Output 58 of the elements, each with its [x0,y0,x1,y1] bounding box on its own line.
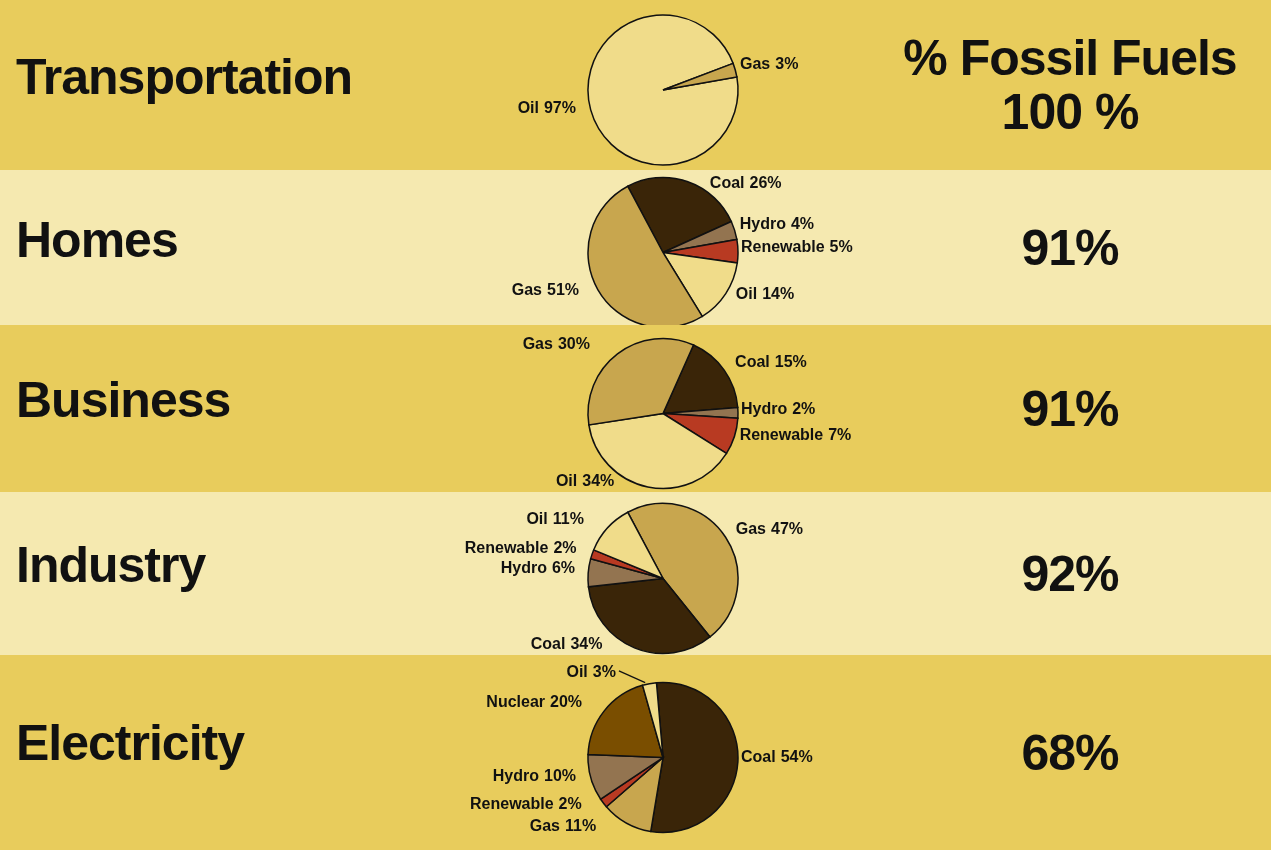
data-label: 51% [547,280,580,298]
slice-label: Coal [530,634,566,652]
text: Transportation [16,47,353,107]
slice-label: Oil [526,509,548,527]
slice-label: Coal [735,352,770,370]
data-label: 3% [592,662,616,680]
slice-label: Oil [735,284,758,302]
text: 91% [1021,380,1119,437]
text: 68% [1021,724,1119,781]
data-label: 30% [557,334,590,352]
slice-label: Gas [529,816,561,834]
slice-label: Oil [555,471,578,489]
slice-label: Hydro [492,766,540,784]
data-label: 15% [774,352,807,370]
text: 100 % [1001,84,1139,140]
slice-label: Gas [522,334,553,352]
data-label: 3% [775,54,799,72]
slice-label: Renewable [464,538,549,556]
text: 91% [1021,219,1119,276]
text: Industry [16,536,206,596]
data-label: 2% [553,538,577,556]
slice-label: Renewable [470,794,554,812]
text: % Fossil Fuels [903,30,1237,86]
data-label: 11% [552,509,584,527]
data-label: 26% [749,173,782,191]
data-label: 4% [790,214,815,232]
slice-label: Hydro [739,214,787,232]
data-label: 54% [780,747,813,765]
data-label: 2% [558,794,582,812]
slice-label: Nuclear [486,692,546,710]
slice-label: Gas [511,280,543,298]
slice-label: Oil [566,662,588,680]
slice-label: Renewable [741,237,825,255]
data-label: 47% [771,519,804,537]
text: 92% [1021,545,1119,602]
data-label: 97% [543,98,577,116]
pie-slice [587,14,739,166]
slice-label: Coal [709,173,745,191]
slice-label: Hydro [500,558,548,576]
slice-label: Renewable [739,425,824,443]
data-label: 6% [551,558,576,576]
text: Homes [16,210,178,270]
slice-label: Coal [740,747,776,765]
data-label: 2% [792,399,816,417]
slice-label: Oil [517,98,539,116]
data-label: 5% [829,237,853,255]
slice-label: Gas [739,54,771,72]
text: Electricity [16,713,245,773]
slice-label: Gas [735,519,767,537]
data-label: 7% [828,425,852,443]
data-label: 11% [565,816,597,834]
data-label: 34% [582,471,615,489]
text: Business [16,371,231,431]
data-label: 20% [550,692,583,710]
data-label: 34% [570,634,603,652]
data-label: 10% [544,766,577,784]
slice-label: Hydro [741,399,788,417]
data-label: 14% [762,284,795,302]
